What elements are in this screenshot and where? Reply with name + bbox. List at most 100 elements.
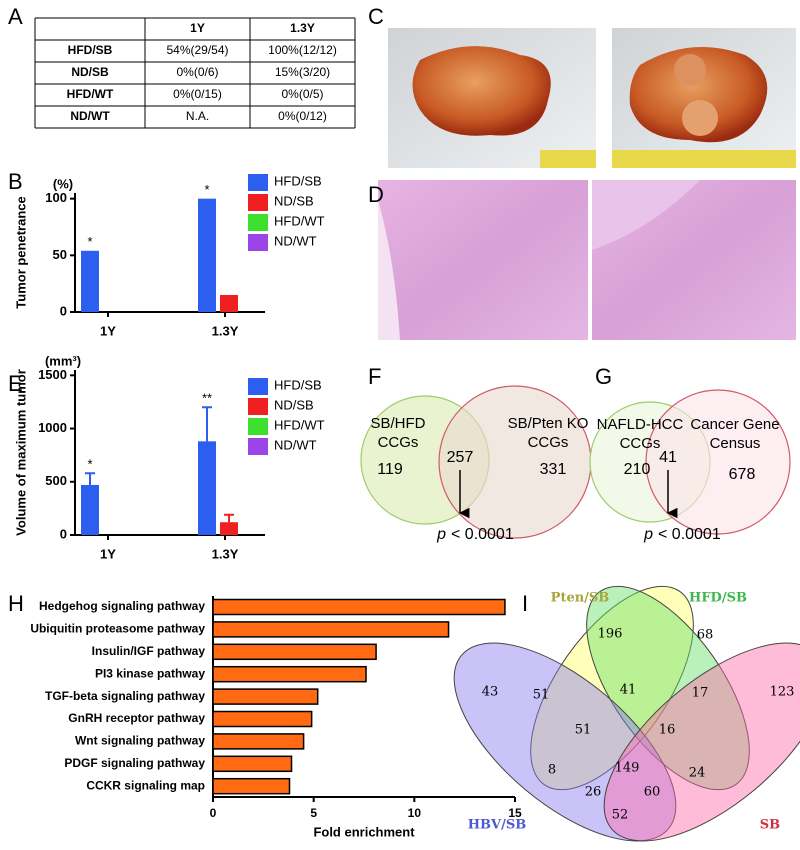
legend-label: HFD/WT	[274, 213, 325, 228]
y-tick-label: 100	[45, 190, 67, 205]
region-count: 331	[540, 461, 567, 478]
table-cell: HFD/WT	[67, 87, 114, 101]
bar	[212, 665, 367, 683]
annotation: *	[87, 457, 92, 472]
x-tick-label: 15	[508, 806, 522, 820]
set-label: SB	[760, 818, 780, 833]
bar	[81, 250, 99, 312]
y-tick-label: 0	[60, 526, 67, 541]
set-label: Census	[710, 435, 761, 452]
legend-swatch	[248, 214, 268, 231]
y-tick-label: 1000	[38, 420, 67, 435]
y-tick-label: Insulin/IGF pathway	[92, 644, 206, 658]
region-count: 210	[624, 461, 651, 478]
legend-swatch	[248, 174, 268, 191]
legend-label: HFD/SB	[274, 173, 322, 188]
set-label: CCGs	[528, 434, 569, 451]
region-count: 17	[692, 686, 709, 701]
bar	[212, 643, 377, 661]
error-bar	[224, 513, 234, 523]
y-tick-label: TGF-beta signaling pathway	[45, 689, 205, 703]
bar	[212, 710, 313, 728]
y-tick-label: 0	[60, 303, 67, 318]
table-cell: 54%(29/54)	[166, 43, 228, 57]
legend-label: ND/SB	[274, 193, 314, 208]
y-axis-label: Tumor penetrance	[13, 196, 28, 308]
y-tick-label: 50	[53, 247, 67, 262]
error-bar	[85, 472, 95, 485]
panel-letter: E	[8, 371, 23, 396]
p-value: < 0.0001	[451, 526, 514, 543]
table-cell: 100%(12/12)	[268, 43, 337, 57]
x-axis-label: Fold enrichment	[313, 824, 415, 839]
bar	[198, 198, 216, 312]
panel-letter: G	[595, 364, 612, 389]
y-axis-unit: (%)	[53, 176, 73, 191]
bar	[220, 522, 238, 535]
legend-swatch	[248, 378, 268, 395]
bar	[212, 688, 319, 705]
table-cell: ND/SB	[71, 65, 109, 79]
region-count: 41	[620, 683, 637, 698]
x-tick-label: 0	[210, 806, 217, 820]
y-tick-label: 1500	[38, 367, 67, 382]
set-label: NAFLD-HCC	[597, 416, 684, 433]
bar	[212, 777, 291, 795]
bar	[212, 733, 305, 750]
set-label: HBV/SB	[468, 818, 526, 833]
venn-set	[453, 642, 677, 842]
panel-letter: I	[522, 591, 528, 616]
region-count: 8	[548, 763, 556, 778]
table-cell: HFD/SB	[68, 43, 113, 57]
set-label: SB/Pten KO	[508, 415, 589, 432]
table-cell: 15%(3/20)	[275, 65, 330, 79]
set-label: CCGs	[378, 434, 419, 451]
region-count: 43	[482, 685, 499, 700]
bar	[212, 755, 293, 773]
region-count: 196	[598, 627, 623, 642]
y-tick-label: GnRH receptor pathway	[68, 711, 205, 725]
region-count: 41	[659, 449, 677, 466]
x-tick-label: 1.3Y	[212, 323, 239, 338]
y-axis-label: Volume of maximum tumor	[13, 369, 28, 536]
legend-swatch	[248, 398, 268, 415]
bar	[81, 484, 99, 535]
bar	[212, 598, 506, 616]
legend-label: ND/WT	[274, 233, 317, 248]
annotation: *	[204, 182, 209, 197]
table-cell: ND/WT	[70, 109, 110, 123]
venn-set	[645, 389, 791, 535]
region-count: 16	[659, 723, 676, 738]
x-tick-label: 1.3Y	[212, 546, 239, 561]
bar	[212, 621, 450, 638]
x-tick-label: 1Y	[100, 546, 116, 561]
bar	[198, 441, 216, 535]
set-label: HFD/SB	[689, 591, 747, 606]
y-tick-label: 500	[45, 473, 67, 488]
y-axis-unit: (mm³)	[45, 353, 81, 368]
region-count: 123	[770, 685, 795, 700]
annotation: **	[202, 391, 212, 406]
legend-swatch	[248, 234, 268, 251]
table-cell: 0%(0/15)	[173, 87, 222, 101]
set-label: Pten/SB	[551, 591, 610, 606]
table-header: 1.3Y	[290, 21, 315, 35]
p-value: < 0.0001	[658, 526, 721, 543]
y-tick-label: CCKR signaling map	[86, 778, 205, 792]
legend-label: ND/WT	[274, 437, 317, 452]
region-count: 257	[447, 449, 474, 466]
table-cell: 0%(0/5)	[281, 87, 323, 101]
set-label: CCGs	[620, 435, 661, 452]
y-tick-label: PI3 kinase pathway	[95, 666, 205, 680]
region-count: 51	[575, 723, 592, 738]
legend-swatch	[248, 438, 268, 455]
legend-label: HFD/SB	[274, 377, 322, 392]
panel-letter: H	[8, 591, 24, 616]
x-tick-label: 10	[408, 806, 422, 820]
bar	[220, 295, 238, 312]
region-count: 68	[697, 628, 714, 643]
legend-label: ND/SB	[274, 397, 314, 412]
table-header: 1Y	[190, 21, 205, 35]
region-count: 149	[615, 761, 640, 776]
